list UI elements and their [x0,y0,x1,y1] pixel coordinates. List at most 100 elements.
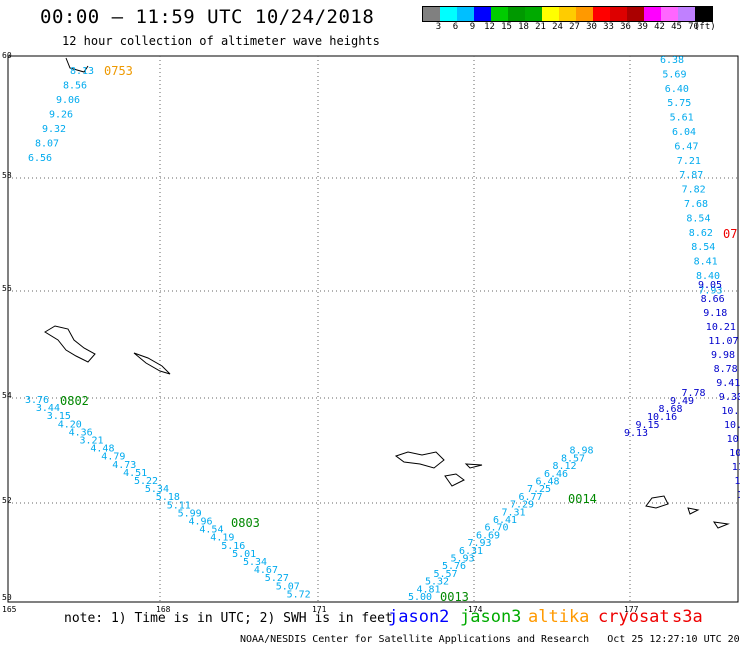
footer-note: note: 1) Time is in UTC; 2) SWH is in fe… [64,611,393,626]
wave-height-value: 10. [737,490,740,501]
wave-height-value: 5.22 [134,476,158,487]
wave-height-value: 5.16 [221,541,245,552]
wave-height-value: 6.40 [665,84,689,95]
wave-height-value: 9.13 [624,428,648,439]
wave-height-value: 8.40 [696,271,720,282]
colorbar-label: 39 [637,22,648,32]
wave-height-value: 3.21 [80,436,104,447]
wave-height-value: 9.41 [716,378,740,389]
wave-height-value: 4.67 [254,565,278,576]
legend-s3a: s3a [672,607,703,627]
colorbar-label: 6 [452,22,459,32]
wave-height-value: 3.76 [25,395,49,406]
colorbar-label: 36 [620,22,631,32]
wave-height-value: 5.34 [243,557,267,568]
wave-height-value: 4.48 [90,444,114,455]
wave-height-value: 10.16 [647,412,677,423]
colorbar-swatch [508,7,525,21]
wave-height-value: 11.4 [732,462,740,473]
wave-height-value: 8.41 [694,257,718,268]
island-shape [687,507,700,515]
longitude-label: 177 [624,605,639,614]
island-shape [712,521,730,529]
longitude-label: 168 [156,605,171,614]
pass-time-label: 0803 [231,516,260,530]
wave-height-value: 8.56 [63,81,87,92]
colorbar-label: 27 [569,22,580,32]
page-subtitle: 12 hour collection of altimeter wave hei… [62,34,380,48]
wave-height-value: 5.61 [670,113,694,124]
wave-height-value: 8.54 [691,242,715,253]
latitude-label: 50 [2,593,12,602]
latitude-label: 52 [2,496,12,505]
wave-height-value: 5.99 [178,508,202,519]
wave-height-value: 5.01 [232,549,256,560]
colorbar-label: 45 [671,22,682,32]
wave-height-value: 6.41 [493,515,517,526]
colorbar-label: 21 [535,22,546,32]
latitude-label: 56 [2,284,12,293]
footer-credit: NOAA/NESDIS Center for Satellite Applica… [240,634,740,645]
wave-height-value: 5.00 [408,592,432,603]
colorbar-swatch [423,7,440,21]
wave-height-value: 6.77 [519,492,543,503]
wave-height-value: 5.32 [425,577,449,588]
wave-height-value: 8.98 [570,446,594,457]
wave-height-value: 5.93 [451,554,475,565]
pass-time-label: 0802 [60,394,89,408]
colorbar-label: 18 [518,22,529,32]
wave-height-value: 8.07 [35,139,59,150]
wave-height-value: 9.49 [670,396,694,407]
colorbar-label: 70 [688,22,699,32]
wave-height-value: 7.78 [682,388,706,399]
wave-height-value: 10.31 [729,448,740,459]
legend-jason2: jason2 [388,607,450,627]
pass-time-label: 0753 [104,64,133,78]
island-shape [444,473,465,487]
wave-height-value: 9.30 [719,392,740,403]
colorbar-label: 9 [469,22,476,32]
colorbar [422,6,713,22]
island-shape [394,451,445,469]
wave-height-value: 8.12 [553,461,577,472]
wave-height-value: 10.6 [734,476,740,487]
page-title: 00:00 – 11:59 UTC 10/24/2018 [40,6,375,28]
wave-height-value: 10.05 [721,406,740,417]
longitude-label: 171 [312,605,327,614]
wave-height-value: 8.66 [701,294,725,305]
wave-height-value: 7.68 [684,199,708,210]
pass-time-label: 0014 [568,492,597,506]
wave-height-value: 5.75 [667,98,691,109]
colorbar-label: 33 [603,22,614,32]
wave-height-value: 7.25 [527,484,551,495]
wave-height-value: 7.21 [677,156,701,167]
latitude-label: 60 [2,51,12,60]
wave-height-value: 5.34 [145,484,169,495]
wave-height-value: 4.36 [69,427,93,438]
island-shape [464,463,483,469]
map-frame [7,55,739,603]
colorbar-swatch [559,7,576,21]
wave-height-value: 7.87 [679,170,703,181]
legend-jason3: jason3 [460,607,522,627]
wave-height-value: 5.72 [287,589,311,600]
pass-time-labels: 0753 0802 0803 0014 0013 07 [60,64,737,604]
colorbar-label: (ft) [694,22,716,32]
wave-height-value: 6.38 [660,55,684,66]
colorbar-swatch [576,7,593,21]
wave-height-value: 9.05 [698,280,722,291]
wave-height-value: 9.26 [49,110,73,121]
wave-height-value: 4.81 [417,584,441,595]
wave-height-value: 4.73 [112,460,136,471]
colorbar-swatch [491,7,508,21]
island-shape [133,352,171,375]
wave-height-value: 6.70 [485,523,509,534]
wave-height-value: 10.41 [727,434,740,445]
colorbar-swatch [440,7,457,21]
wave-height-value: 8.54 [686,213,710,224]
colorbar-label: 42 [654,22,665,32]
wave-height-value: 7.93 [468,538,492,549]
colorbar-label: 12 [484,22,495,32]
colorbar-swatch [457,7,474,21]
